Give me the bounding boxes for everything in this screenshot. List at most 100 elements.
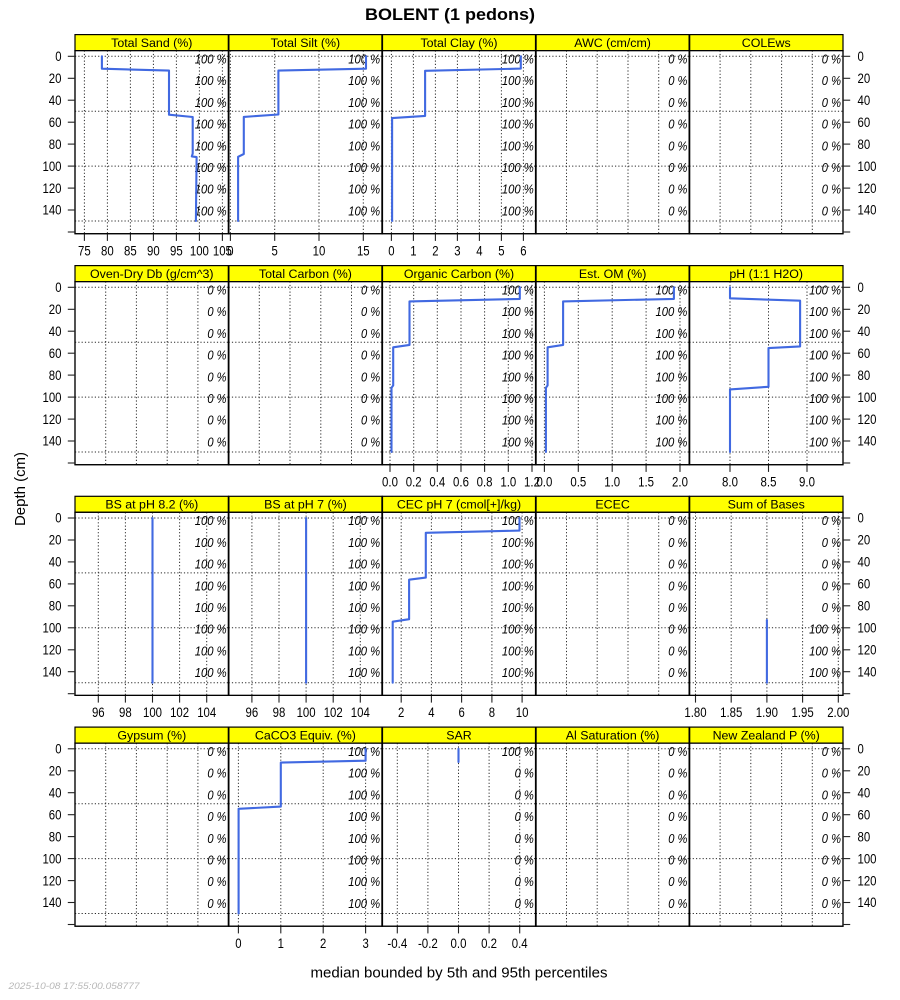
- svg-text:40: 40: [49, 93, 62, 108]
- svg-text:0 %: 0 %: [207, 348, 226, 363]
- svg-text:0 %: 0 %: [822, 117, 841, 132]
- svg-text:0 %: 0 %: [361, 326, 380, 341]
- svg-text:120: 120: [858, 643, 877, 658]
- svg-text:0 %: 0 %: [668, 182, 687, 197]
- svg-text:1.85: 1.85: [720, 705, 742, 720]
- svg-text:100 %: 100 %: [502, 578, 534, 593]
- svg-text:40: 40: [858, 324, 871, 339]
- svg-text:100 %: 100 %: [809, 282, 841, 297]
- svg-text:1: 1: [278, 936, 284, 951]
- svg-text:100 %: 100 %: [502, 348, 534, 363]
- svg-text:120: 120: [43, 181, 62, 196]
- svg-text:100 %: 100 %: [348, 600, 380, 615]
- svg-text:0 %: 0 %: [515, 853, 534, 868]
- svg-text:100 %: 100 %: [656, 304, 688, 319]
- svg-text:0: 0: [858, 49, 864, 64]
- svg-text:0 %: 0 %: [822, 766, 841, 781]
- svg-text:100 %: 100 %: [502, 600, 534, 615]
- svg-text:100 %: 100 %: [502, 744, 534, 759]
- svg-text:0.0: 0.0: [536, 475, 552, 490]
- svg-text:0 %: 0 %: [822, 557, 841, 572]
- svg-text:0 %: 0 %: [515, 787, 534, 802]
- svg-text:Depth (cm): Depth (cm): [12, 452, 29, 526]
- svg-text:0.4: 0.4: [429, 475, 445, 490]
- svg-text:2.0: 2.0: [672, 475, 688, 490]
- svg-text:100 %: 100 %: [348, 535, 380, 550]
- svg-text:140: 140: [858, 434, 877, 449]
- svg-text:40: 40: [858, 785, 871, 800]
- svg-text:0 %: 0 %: [668, 535, 687, 550]
- svg-text:100 %: 100 %: [195, 95, 227, 110]
- svg-text:100: 100: [190, 244, 209, 259]
- svg-text:40: 40: [858, 555, 871, 570]
- svg-text:80: 80: [858, 829, 871, 844]
- svg-text:60: 60: [858, 577, 871, 592]
- svg-text:0: 0: [55, 742, 61, 757]
- svg-text:0 %: 0 %: [668, 853, 687, 868]
- svg-text:98: 98: [273, 705, 286, 720]
- svg-text:0.2: 0.2: [481, 936, 497, 951]
- svg-text:0 %: 0 %: [207, 787, 226, 802]
- svg-text:0 %: 0 %: [822, 896, 841, 911]
- svg-text:1.5: 1.5: [638, 475, 654, 490]
- svg-text:100 %: 100 %: [348, 513, 380, 528]
- svg-text:0.0: 0.0: [451, 936, 467, 951]
- svg-text:120: 120: [858, 873, 877, 888]
- svg-text:median bounded by 5th and 95th: median bounded by 5th and 95th percentil…: [311, 966, 608, 982]
- svg-text:100 %: 100 %: [348, 831, 380, 846]
- svg-text:90: 90: [147, 244, 160, 259]
- svg-text:Sum of Bases: Sum of Bases: [728, 498, 805, 512]
- svg-text:80: 80: [858, 599, 871, 614]
- svg-text:0 %: 0 %: [822, 809, 841, 824]
- svg-text:100 %: 100 %: [656, 434, 688, 449]
- svg-text:0 %: 0 %: [668, 160, 687, 175]
- svg-text:100 %: 100 %: [348, 203, 380, 218]
- svg-text:0 %: 0 %: [207, 809, 226, 824]
- svg-text:0 %: 0 %: [668, 73, 687, 88]
- svg-text:0 %: 0 %: [822, 853, 841, 868]
- svg-text:0.5: 0.5: [570, 475, 586, 490]
- svg-text:100 %: 100 %: [809, 369, 841, 384]
- svg-text:0 %: 0 %: [822, 600, 841, 615]
- svg-text:100 %: 100 %: [195, 600, 227, 615]
- svg-text:100 %: 100 %: [502, 117, 534, 132]
- svg-text:100 %: 100 %: [809, 348, 841, 363]
- svg-text:100 %: 100 %: [502, 622, 534, 637]
- svg-text:100 %: 100 %: [348, 896, 380, 911]
- svg-text:0 %: 0 %: [668, 117, 687, 132]
- svg-text:0 %: 0 %: [668, 557, 687, 572]
- svg-text:0.6: 0.6: [453, 475, 469, 490]
- svg-text:100 %: 100 %: [195, 203, 227, 218]
- svg-text:40: 40: [49, 324, 62, 339]
- svg-text:100 %: 100 %: [195, 160, 227, 175]
- svg-text:0 %: 0 %: [207, 744, 226, 759]
- svg-text:96: 96: [92, 705, 105, 720]
- svg-text:0.0: 0.0: [382, 475, 398, 490]
- svg-text:0: 0: [235, 936, 241, 951]
- svg-text:0 %: 0 %: [822, 51, 841, 66]
- svg-text:1.0: 1.0: [500, 475, 516, 490]
- svg-text:0: 0: [858, 511, 864, 526]
- svg-text:60: 60: [858, 115, 871, 130]
- svg-text:8.0: 8.0: [722, 475, 738, 490]
- svg-text:0 %: 0 %: [668, 95, 687, 110]
- svg-text:140: 140: [858, 203, 877, 218]
- svg-text:100 %: 100 %: [195, 535, 227, 550]
- svg-text:80: 80: [49, 829, 62, 844]
- svg-text:102: 102: [324, 705, 343, 720]
- svg-text:0 %: 0 %: [822, 73, 841, 88]
- svg-text:0 %: 0 %: [668, 744, 687, 759]
- svg-text:Total Clay (%): Total Clay (%): [420, 36, 497, 50]
- svg-text:8.5: 8.5: [761, 475, 777, 490]
- svg-text:80: 80: [101, 244, 114, 259]
- svg-text:100: 100: [43, 851, 62, 866]
- svg-text:Organic Carbon (%): Organic Carbon (%): [404, 267, 514, 281]
- svg-text:0.8: 0.8: [477, 475, 493, 490]
- svg-text:0: 0: [388, 244, 394, 259]
- svg-text:60: 60: [858, 807, 871, 822]
- svg-text:100 %: 100 %: [502, 413, 534, 428]
- svg-text:0 %: 0 %: [668, 203, 687, 218]
- svg-text:20: 20: [858, 533, 871, 548]
- svg-text:100 %: 100 %: [348, 578, 380, 593]
- svg-text:100 %: 100 %: [809, 434, 841, 449]
